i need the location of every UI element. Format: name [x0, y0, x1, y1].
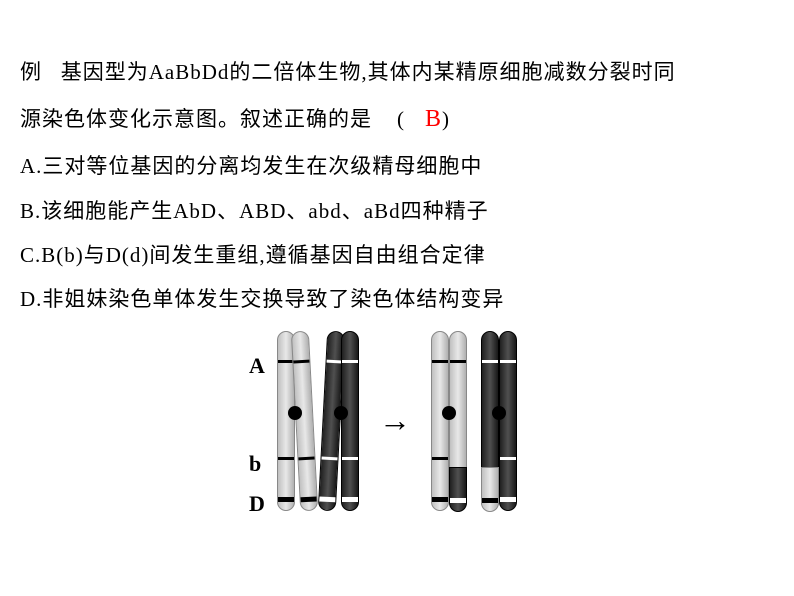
- band: [432, 497, 448, 502]
- chromosome-pair-after: [431, 331, 517, 511]
- band: [342, 360, 358, 363]
- option-d: D.非姐妹染色单体发生交换导致了染色体结构变异: [20, 277, 774, 321]
- option-c: C.B(b)与D(d)间发生重组,遵循基因自由组合定律: [20, 233, 774, 277]
- example-prefix: 例: [20, 60, 42, 84]
- band: [500, 497, 516, 502]
- band: [500, 457, 516, 460]
- option-b: B.该细胞能产生AbD、ABD、abd、aBd四种精子: [20, 189, 774, 233]
- light-sister-pair-before: [277, 331, 313, 511]
- centromere-icon: [334, 406, 348, 420]
- gene-label-D: D: [249, 491, 265, 517]
- band: [482, 498, 498, 503]
- chromosome-pair-before: A b D: [277, 331, 359, 511]
- chromatid-dark-3-recombinant: [481, 331, 499, 511]
- chromatid-dark-4: [499, 331, 517, 511]
- q-line1-text: 基因型为AaBbDd的二倍体生物,其体内某精原细胞减数分裂时同: [61, 60, 676, 84]
- chromatid-light-4-recombinant: [449, 331, 467, 511]
- question-line-1: 例 基因型为AaBbDd的二倍体生物,其体内某精原细胞减数分裂时同: [20, 50, 774, 94]
- band: [321, 456, 337, 460]
- chromatid-light-3: [431, 331, 449, 511]
- band: [432, 360, 448, 363]
- dark-sister-pair-before: [323, 331, 359, 511]
- band: [450, 360, 466, 363]
- chromosome-diagram: A b D: [20, 331, 774, 511]
- band: [278, 457, 294, 460]
- centromere-icon: [288, 406, 302, 420]
- band: [301, 496, 317, 502]
- crossover-segment-light: [481, 467, 499, 512]
- band: [319, 496, 335, 502]
- dark-sister-pair-after: [481, 331, 517, 511]
- gene-label-b: b: [249, 451, 261, 477]
- band: [342, 497, 358, 502]
- option-a: A.三对等位基因的分离均发生在次级精母细胞中: [20, 144, 774, 188]
- centromere-icon: [492, 406, 506, 420]
- band: [482, 360, 498, 363]
- band: [278, 497, 294, 502]
- crossover-segment-dark: [449, 467, 467, 512]
- band: [500, 360, 516, 363]
- centromere-icon: [442, 406, 456, 420]
- band: [293, 360, 309, 364]
- band: [342, 457, 358, 460]
- light-sister-pair-after: [431, 331, 467, 511]
- answer-letter: B: [425, 94, 442, 144]
- paren-close: ): [442, 107, 450, 131]
- band: [298, 456, 314, 460]
- arrow-icon: →: [379, 402, 411, 439]
- band: [432, 457, 448, 460]
- question-content: 例 基因型为AaBbDd的二倍体生物,其体内某精原细胞减数分裂时同 源染色体变化…: [0, 0, 794, 511]
- band: [450, 498, 466, 503]
- question-line-2: 源染色体变化示意图。叙述正确的是 ( B): [20, 94, 774, 144]
- q-line2-text: 源染色体变化示意图。叙述正确的是: [20, 107, 372, 131]
- gene-label-A: A: [249, 353, 265, 379]
- paren-open: (: [397, 107, 405, 131]
- chromatid-dark-2: [341, 331, 359, 511]
